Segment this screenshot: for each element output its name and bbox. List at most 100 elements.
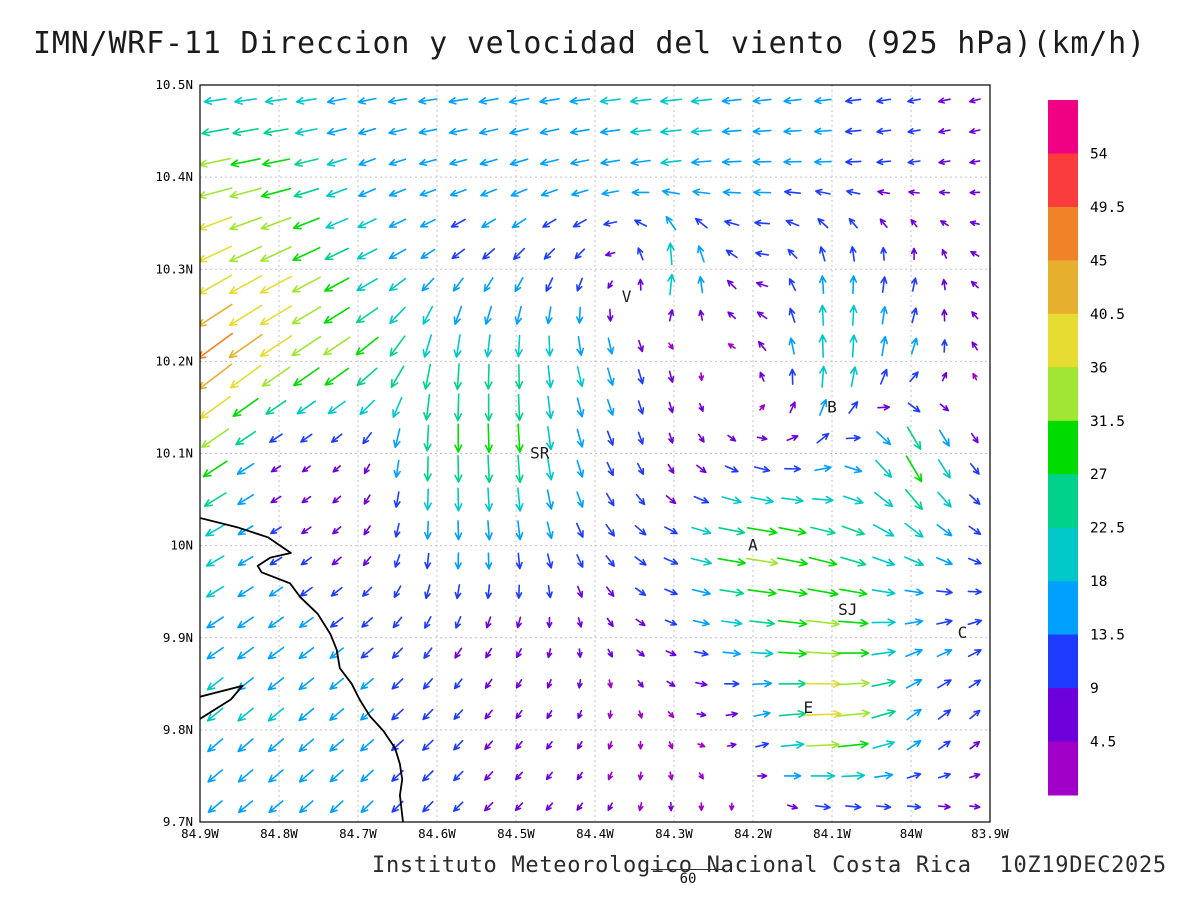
- wind-arrow: [261, 366, 291, 387]
- wind-arrow: [665, 215, 677, 231]
- wind-arrow: [904, 522, 924, 538]
- wind-arrow: [698, 372, 705, 382]
- wind-arrow: [904, 588, 924, 596]
- wind-arrow: [752, 96, 772, 105]
- wind-arrow: [880, 368, 888, 385]
- wind-arrow: [787, 248, 798, 259]
- wind-arrow: [323, 306, 350, 324]
- wind-arrow: [422, 334, 432, 358]
- wind-arrow: [637, 339, 644, 353]
- wind-arrow: [423, 424, 432, 452]
- wind-arrow: [326, 188, 348, 198]
- wind-arrow: [324, 277, 350, 292]
- wind-arrow: [905, 489, 923, 511]
- wind-arrow: [759, 404, 766, 411]
- wind-arrow: [389, 306, 406, 324]
- wind-arrow: [607, 308, 614, 322]
- wind-arrow: [259, 275, 293, 294]
- wind-arrow: [872, 740, 895, 749]
- wind-arrow: [206, 646, 224, 660]
- wind-arrow: [454, 616, 462, 629]
- wind-arrow: [356, 278, 378, 292]
- wind-arrow: [207, 738, 224, 753]
- y-axis-tick-label: 9.7N: [163, 814, 193, 829]
- wind-arrow: [389, 335, 406, 357]
- wind-arrow: [906, 426, 922, 450]
- wind-arrow: [237, 555, 254, 566]
- wind-arrow: [291, 335, 322, 357]
- wind-arrow: [539, 96, 560, 105]
- wind-arrow: [574, 248, 586, 260]
- wind-arrow: [232, 397, 259, 417]
- x-axis-tick-label: 84.3W: [655, 826, 693, 841]
- wind-arrow: [939, 403, 950, 412]
- wind-arrow: [514, 334, 523, 358]
- wind-arrow: [423, 488, 432, 511]
- wind-arrow: [607, 771, 613, 781]
- wind-arrow: [721, 127, 742, 136]
- wind-arrow: [788, 337, 796, 355]
- wind-arrow: [388, 277, 407, 292]
- wind-arrow: [358, 158, 376, 167]
- colorbar-segment: [1048, 741, 1078, 796]
- wind-arrow: [515, 364, 524, 390]
- wind-arrow: [908, 189, 920, 196]
- station-label: SJ: [838, 600, 857, 619]
- wind-arrow: [363, 494, 371, 505]
- wind-arrow: [745, 557, 779, 567]
- wind-arrow: [780, 740, 805, 749]
- wind-arrow: [668, 741, 674, 750]
- wind-arrow: [691, 158, 712, 166]
- forecast-hour-value: 60: [679, 871, 697, 887]
- wind-arrow: [454, 393, 463, 422]
- wind-arrow: [391, 708, 404, 721]
- wind-arrow: [938, 158, 951, 165]
- wind-arrow: [232, 128, 259, 137]
- wind-arrow: [697, 245, 705, 263]
- wind-arrow: [727, 434, 737, 442]
- wind-arrow: [424, 584, 431, 600]
- wind-arrow: [601, 189, 619, 197]
- wind-arrow: [938, 803, 951, 810]
- wind-arrow: [660, 127, 682, 136]
- wind-arrow: [515, 520, 524, 541]
- wind-arrow: [810, 526, 836, 536]
- wind-arrow: [419, 158, 437, 166]
- wind-arrow: [607, 648, 613, 658]
- wind-arrow: [200, 245, 233, 263]
- wind-arrow: [207, 769, 223, 783]
- wind-arrow: [230, 158, 261, 168]
- x-axis-tick-label: 84.9W: [181, 826, 219, 841]
- wind-arrow: [420, 248, 436, 259]
- wind-arrow: [330, 433, 343, 443]
- wind-arrow: [600, 158, 621, 166]
- wind-arrow: [203, 96, 227, 105]
- wind-arrow: [691, 588, 711, 597]
- wind-arrow: [291, 276, 321, 293]
- station-label: C: [958, 623, 968, 642]
- wind-vectors-layer: [200, 96, 983, 814]
- wind-arrow: [393, 459, 401, 478]
- wind-arrow: [692, 188, 711, 196]
- wind-arrow: [546, 426, 555, 451]
- wind-arrow: [448, 127, 468, 136]
- wind-arrow: [784, 465, 801, 473]
- wind-arrow: [508, 97, 530, 105]
- wind-arrow: [229, 216, 262, 231]
- wind-arrow: [814, 158, 832, 166]
- wind-arrow: [637, 679, 644, 688]
- wind-arrow: [260, 217, 292, 231]
- wind-arrow: [871, 678, 896, 687]
- wind-arrow: [819, 246, 826, 262]
- wind-arrow: [906, 803, 922, 810]
- wind-arrow: [484, 363, 493, 390]
- wind-arrow: [937, 709, 952, 720]
- wind-arrow: [237, 646, 255, 660]
- wind-arrow: [294, 158, 319, 167]
- station-label: V: [622, 287, 632, 306]
- wind-arrow: [637, 771, 644, 781]
- wind-arrow: [453, 770, 464, 782]
- wind-arrow: [360, 677, 374, 690]
- wind-arrow: [806, 740, 840, 749]
- wind-arrow: [936, 649, 953, 658]
